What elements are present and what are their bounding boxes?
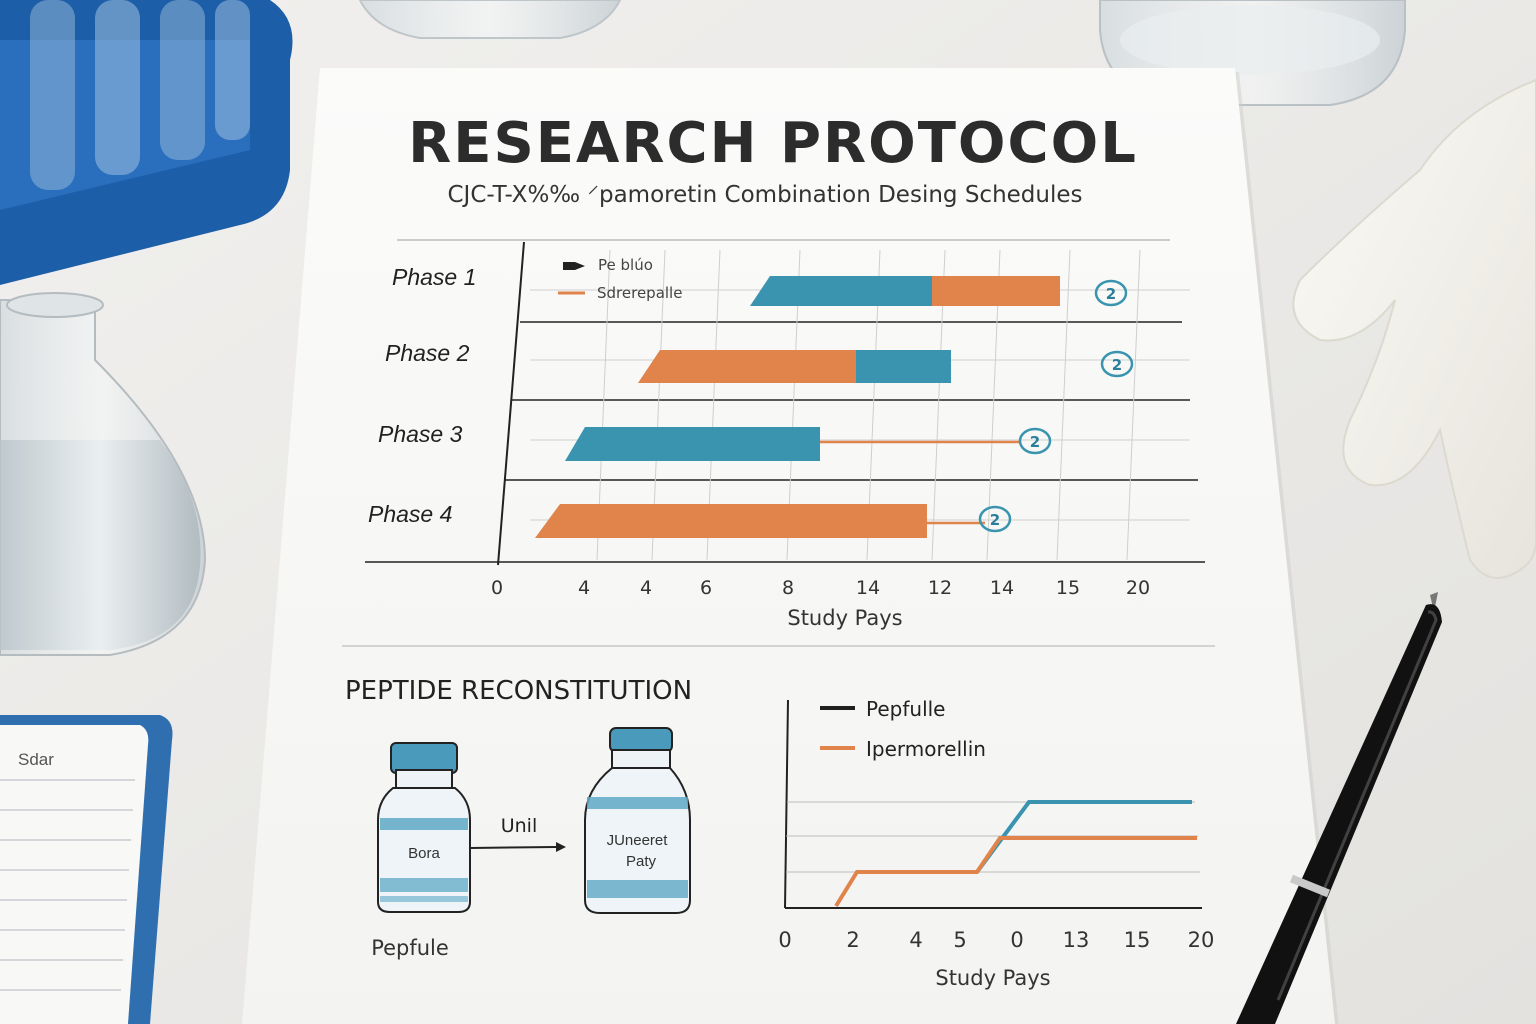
gantt-x-tick: 15	[1056, 577, 1080, 599]
phase-marker-icon	[1094, 279, 1128, 307]
gantt-x-axis-label: Study Pays	[787, 606, 902, 630]
vial-2-label-line1: JUneeret	[607, 832, 669, 849]
phase-marker-icon	[1018, 427, 1052, 455]
document-title: RESEARCH PROTOCOL	[408, 111, 1138, 176]
phase-marker-label: 2	[1106, 285, 1116, 303]
line-legend-label-2: Ipermorellin	[866, 737, 986, 761]
level-line-chart: Pepfulle Ipermorellin 0 2 4 5 0 13 15 20 Study …	[778, 697, 1214, 990]
line-x-tick: 0	[1010, 928, 1023, 952]
erlenmeyer-flask	[0, 292, 207, 656]
reconstitution-arrow: Unil	[469, 815, 566, 852]
phase-marker-icon	[1100, 350, 1134, 378]
vial-2-label-line2: Paty	[626, 853, 657, 870]
gantt-x-tick: 8	[782, 577, 794, 599]
legend-label-2: Sdrerepalle	[597, 284, 682, 302]
latex-glove	[1292, 78, 1536, 579]
legend-swatch-1	[563, 262, 585, 270]
line-x-tick: 15	[1124, 928, 1151, 952]
legend-label-1: Pe blúo	[598, 256, 653, 274]
reconstitution-heading: PEPTIDE RECONSTITUTION	[345, 676, 692, 706]
arrow-label: Unil	[501, 815, 538, 837]
line-x-tick: 0	[778, 928, 791, 952]
gantt-bar	[932, 276, 1060, 306]
notepad-header: Sdar	[18, 750, 54, 769]
phase-label-2: Phase 2	[385, 340, 470, 366]
line-legend-label-1: Pepfulle	[866, 697, 945, 721]
gantt-x-tick: 4	[578, 577, 590, 599]
gantt-bar	[565, 427, 820, 461]
gantt-x-tick: 4	[640, 577, 652, 599]
clipboard-notepad: Sdar	[0, 715, 173, 1024]
line-x-tick: 20	[1188, 928, 1215, 952]
vial-1-label: Bora	[408, 845, 440, 862]
gantt-x-tick: 20	[1126, 577, 1150, 599]
vial-reconstituted: JUneeret Paty	[584, 727, 691, 914]
gantt-x-tick: 14	[856, 577, 880, 599]
gantt-bar	[638, 350, 856, 383]
line-x-tick: 13	[1063, 928, 1090, 952]
phase-label-1: Phase 1	[392, 264, 476, 290]
line-x-tick: 5	[953, 928, 966, 952]
line-legend: Pepfulle Ipermorellin	[820, 697, 986, 761]
series-line-orange	[834, 836, 1197, 908]
gantt-bar	[856, 350, 951, 383]
line-x-tick: 4	[909, 928, 922, 952]
gantt-bar	[750, 276, 932, 306]
phase-marker-label: 2	[1030, 433, 1040, 451]
gantt-x-tick: 6	[700, 577, 712, 599]
protocol-sheet: RESEARCH PROTOCOL CJC-T-X%‰ ⸍pamoretin C…	[242, 68, 1339, 1024]
phase-marker-label: 2	[1112, 356, 1122, 374]
reconstitution-caption: Pepfule	[371, 936, 449, 960]
gantt-x-tick: 0	[491, 577, 503, 599]
gantt-legend: Pe blúo Sdrerepalle	[558, 256, 682, 302]
document-subtitle: CJC-T-X%‰ ⸍pamoretin Combination Desing …	[448, 182, 1083, 208]
phase-label-4: Phase 4	[368, 501, 452, 527]
ballpoint-pen	[1236, 592, 1442, 1024]
phase-marker-icon	[978, 505, 1012, 533]
line-x-axis-label: Study Pays	[935, 966, 1050, 990]
line-x-tick: 2	[846, 928, 859, 952]
gantt-x-tick: 12	[928, 577, 952, 599]
vial-powder: Bora	[377, 742, 471, 913]
gantt-grid-line	[1126, 249, 1141, 561]
phase-marker-label: 2	[990, 511, 1000, 529]
beaker-top	[358, 0, 622, 39]
gantt-grid-line	[1056, 249, 1071, 561]
test-tube-rack	[0, 0, 293, 285]
gantt-bar	[535, 504, 927, 538]
dosing-gantt-chart: 2 2 2 2 Phase 1 Phase 2 Phase 3 Phase 4 Pe …	[365, 239, 1205, 630]
phase-label-3: Phase 3	[378, 421, 463, 447]
gantt-x-tick: 14	[990, 577, 1014, 599]
